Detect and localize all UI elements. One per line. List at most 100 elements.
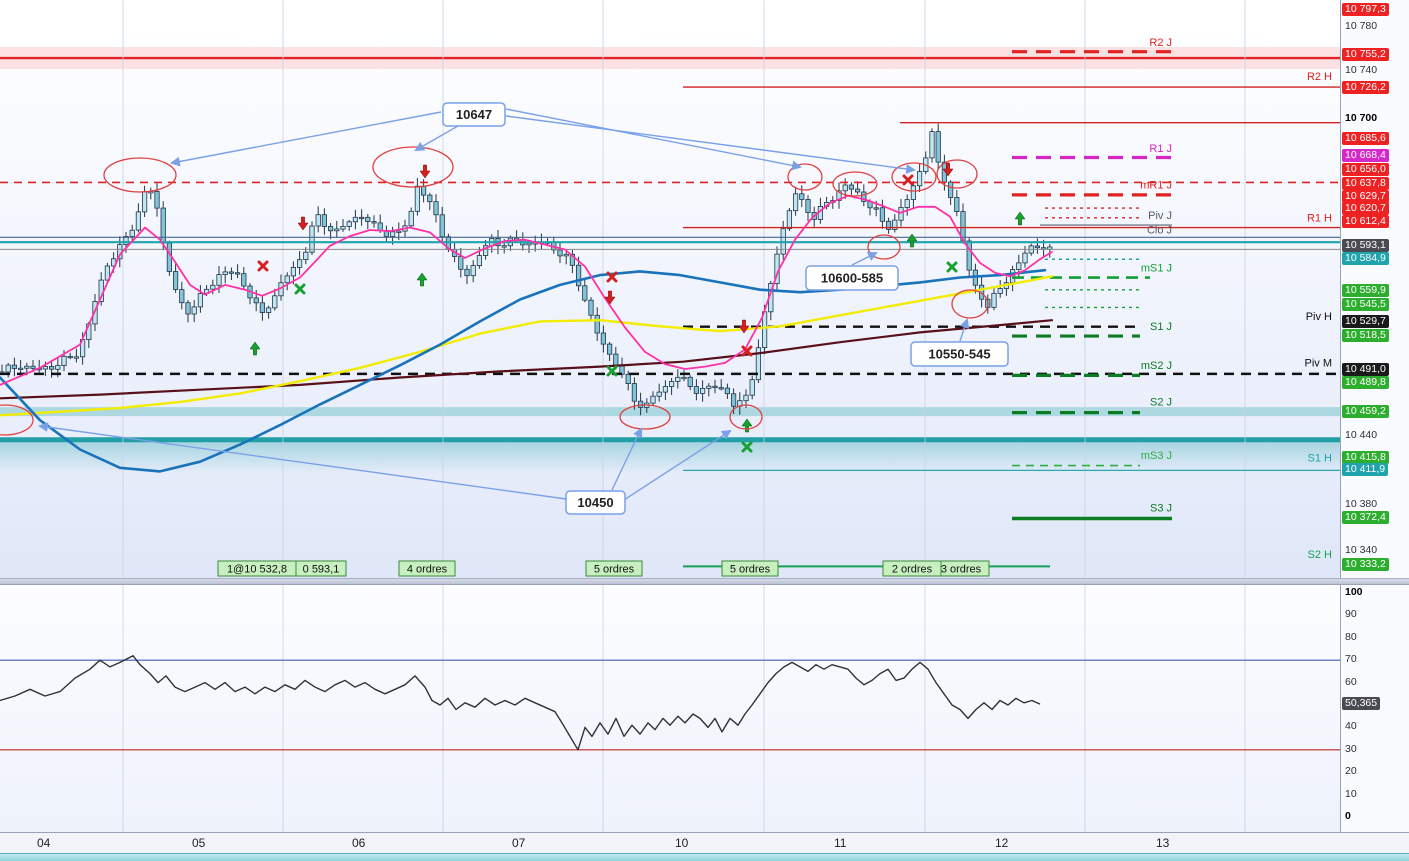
x-axis-label-07: 07 bbox=[512, 836, 526, 850]
candle-body bbox=[588, 299, 594, 316]
candle-body bbox=[879, 207, 886, 222]
candle-body bbox=[904, 199, 910, 208]
candle-body bbox=[656, 391, 662, 397]
order-tag[interactable]: 2 ordres bbox=[882, 560, 942, 577]
rsi-gridlines bbox=[122, 585, 1246, 832]
trade-markers-layer bbox=[249, 162, 1026, 453]
price-axis[interactable]: 10 797,3 10 780 10 755,2 10 740 10 726,2 10 7… bbox=[1340, 0, 1409, 578]
candle-body bbox=[129, 229, 135, 237]
order-tag-label: 3 ordres bbox=[941, 564, 982, 576]
candle-body bbox=[420, 185, 427, 196]
candle-body bbox=[104, 265, 110, 281]
candle-body bbox=[910, 185, 917, 200]
candle-body bbox=[185, 302, 191, 315]
candle-body bbox=[625, 373, 631, 384]
candle-body bbox=[172, 271, 179, 290]
order-tag-rect bbox=[585, 560, 643, 577]
candle-body bbox=[966, 240, 972, 271]
price-axis-label: 10 740 bbox=[1345, 64, 1378, 76]
price-axis-label: 10 797,3 bbox=[1342, 3, 1389, 16]
order-tag[interactable]: 0 593,1 bbox=[295, 560, 347, 577]
callout-box[interactable]: 10647 bbox=[442, 102, 506, 127]
price-axis-label: 10 685,6 bbox=[1342, 132, 1389, 145]
candle-body bbox=[433, 201, 439, 216]
candle-body bbox=[706, 385, 712, 389]
callout-box[interactable]: 10600-585 bbox=[805, 265, 899, 291]
level-label-r1-j: R1 J bbox=[1149, 143, 1172, 155]
buy-arrow-icon bbox=[249, 341, 261, 356]
candle-body bbox=[464, 268, 470, 277]
level-label-ms3-j: mS3 J bbox=[1141, 450, 1172, 462]
order-tag-rect bbox=[398, 560, 456, 577]
price-axis-label: 10 415,8 bbox=[1342, 451, 1389, 464]
callout-rect bbox=[805, 265, 899, 291]
pane-divider[interactable] bbox=[0, 578, 1409, 585]
candle-body bbox=[631, 383, 638, 402]
candle-body bbox=[17, 367, 24, 371]
candle-body bbox=[228, 271, 234, 274]
candle-body bbox=[848, 184, 855, 190]
price-axis-label: 10 380 bbox=[1345, 498, 1378, 510]
order-tag[interactable]: 3 ordres bbox=[932, 560, 990, 577]
order-tag[interactable]: 5 ordres bbox=[585, 560, 643, 577]
order-tag[interactable]: 4 ordres bbox=[398, 560, 456, 577]
highlight-ellipse bbox=[867, 234, 901, 260]
candlestick-chart-canvas[interactable]: R2 J R2 H R1 J mR1 J Piv J R1 H Clo J mS1 J S1 J… bbox=[0, 0, 1340, 578]
closed-trade-cross-icon bbox=[741, 345, 753, 357]
rsi-axis-label: 50,365 bbox=[1342, 697, 1381, 710]
candle-body bbox=[234, 272, 241, 275]
price-axis-label: 10 726,2 bbox=[1342, 81, 1389, 94]
highlight-ellipse bbox=[372, 146, 454, 188]
highlight-ellipse bbox=[787, 163, 823, 191]
candle-body bbox=[197, 293, 203, 308]
callout-box[interactable]: 10550-545 bbox=[910, 341, 1009, 367]
highlight-ellipse bbox=[936, 159, 978, 189]
price-axis-label: 10 584,9 bbox=[1342, 252, 1389, 265]
rsi-indicator-pane[interactable] bbox=[0, 585, 1340, 832]
price-axis-label: 10 411,9 bbox=[1342, 463, 1389, 476]
price-axis-label: 10 700 bbox=[1345, 112, 1378, 124]
callout-rect bbox=[442, 102, 506, 127]
price-axis-label: 10 629,7 bbox=[1342, 190, 1389, 203]
candle-body bbox=[377, 222, 383, 231]
rsi-axis-label: 70 bbox=[1345, 653, 1357, 665]
order-tag[interactable]: 1@10 532,8 bbox=[217, 560, 297, 577]
callout-box[interactable]: 10450 bbox=[565, 490, 626, 515]
callout-text: 10450 bbox=[577, 495, 613, 510]
candle-body bbox=[898, 207, 904, 221]
buy-arrow-icon bbox=[741, 418, 753, 433]
level-lines-layer bbox=[0, 50, 1340, 568]
level-label-s1-j: S1 J bbox=[1150, 321, 1172, 333]
candle-body bbox=[693, 386, 700, 394]
callout-arrow bbox=[959, 318, 970, 342]
price-axis-label: 10 620,7 bbox=[1342, 202, 1389, 215]
rsi-axis-label: 20 bbox=[1345, 765, 1357, 777]
horizontal-scrollbar[interactable] bbox=[0, 853, 1409, 861]
rsi-value-axis[interactable]: 100 90 80 70 60 50,365 40 30 20 10 0 bbox=[1340, 585, 1409, 832]
callout-arrow bbox=[505, 108, 802, 171]
order-tag-rect bbox=[295, 560, 347, 577]
candle-body bbox=[526, 242, 532, 246]
candle-body bbox=[365, 216, 371, 223]
candle-body bbox=[265, 307, 272, 313]
candle-body bbox=[786, 210, 793, 230]
rsi-chart-canvas[interactable] bbox=[0, 585, 1340, 832]
level-label-piv-j: Piv J bbox=[1148, 210, 1172, 222]
candle-body bbox=[681, 376, 687, 380]
candle-body bbox=[253, 297, 259, 304]
price-axis-label: 10 668,4 bbox=[1342, 149, 1389, 162]
candle-body bbox=[61, 355, 67, 366]
order-tag-label: 5 ordres bbox=[730, 564, 771, 576]
time-axis[interactable]: 04 05 06 07 10 11 12 13 bbox=[0, 832, 1409, 853]
main-chart-pane[interactable]: R2 J R2 H R1 J mR1 J Piv J R1 H Clo J mS1 J S1 J… bbox=[0, 0, 1340, 578]
candle-body bbox=[179, 289, 185, 304]
callout-arrow bbox=[414, 125, 459, 151]
candle-body bbox=[1022, 252, 1028, 264]
rsi-axis-label: 10 bbox=[1345, 788, 1357, 800]
rsi-line bbox=[0, 654, 1041, 751]
candle-body bbox=[563, 253, 569, 257]
price-axis-label: 10 593,1 bbox=[1342, 239, 1389, 252]
order-tag[interactable]: 5 ordres bbox=[721, 560, 779, 577]
candle-body bbox=[569, 253, 576, 266]
candle-body bbox=[1016, 262, 1022, 270]
